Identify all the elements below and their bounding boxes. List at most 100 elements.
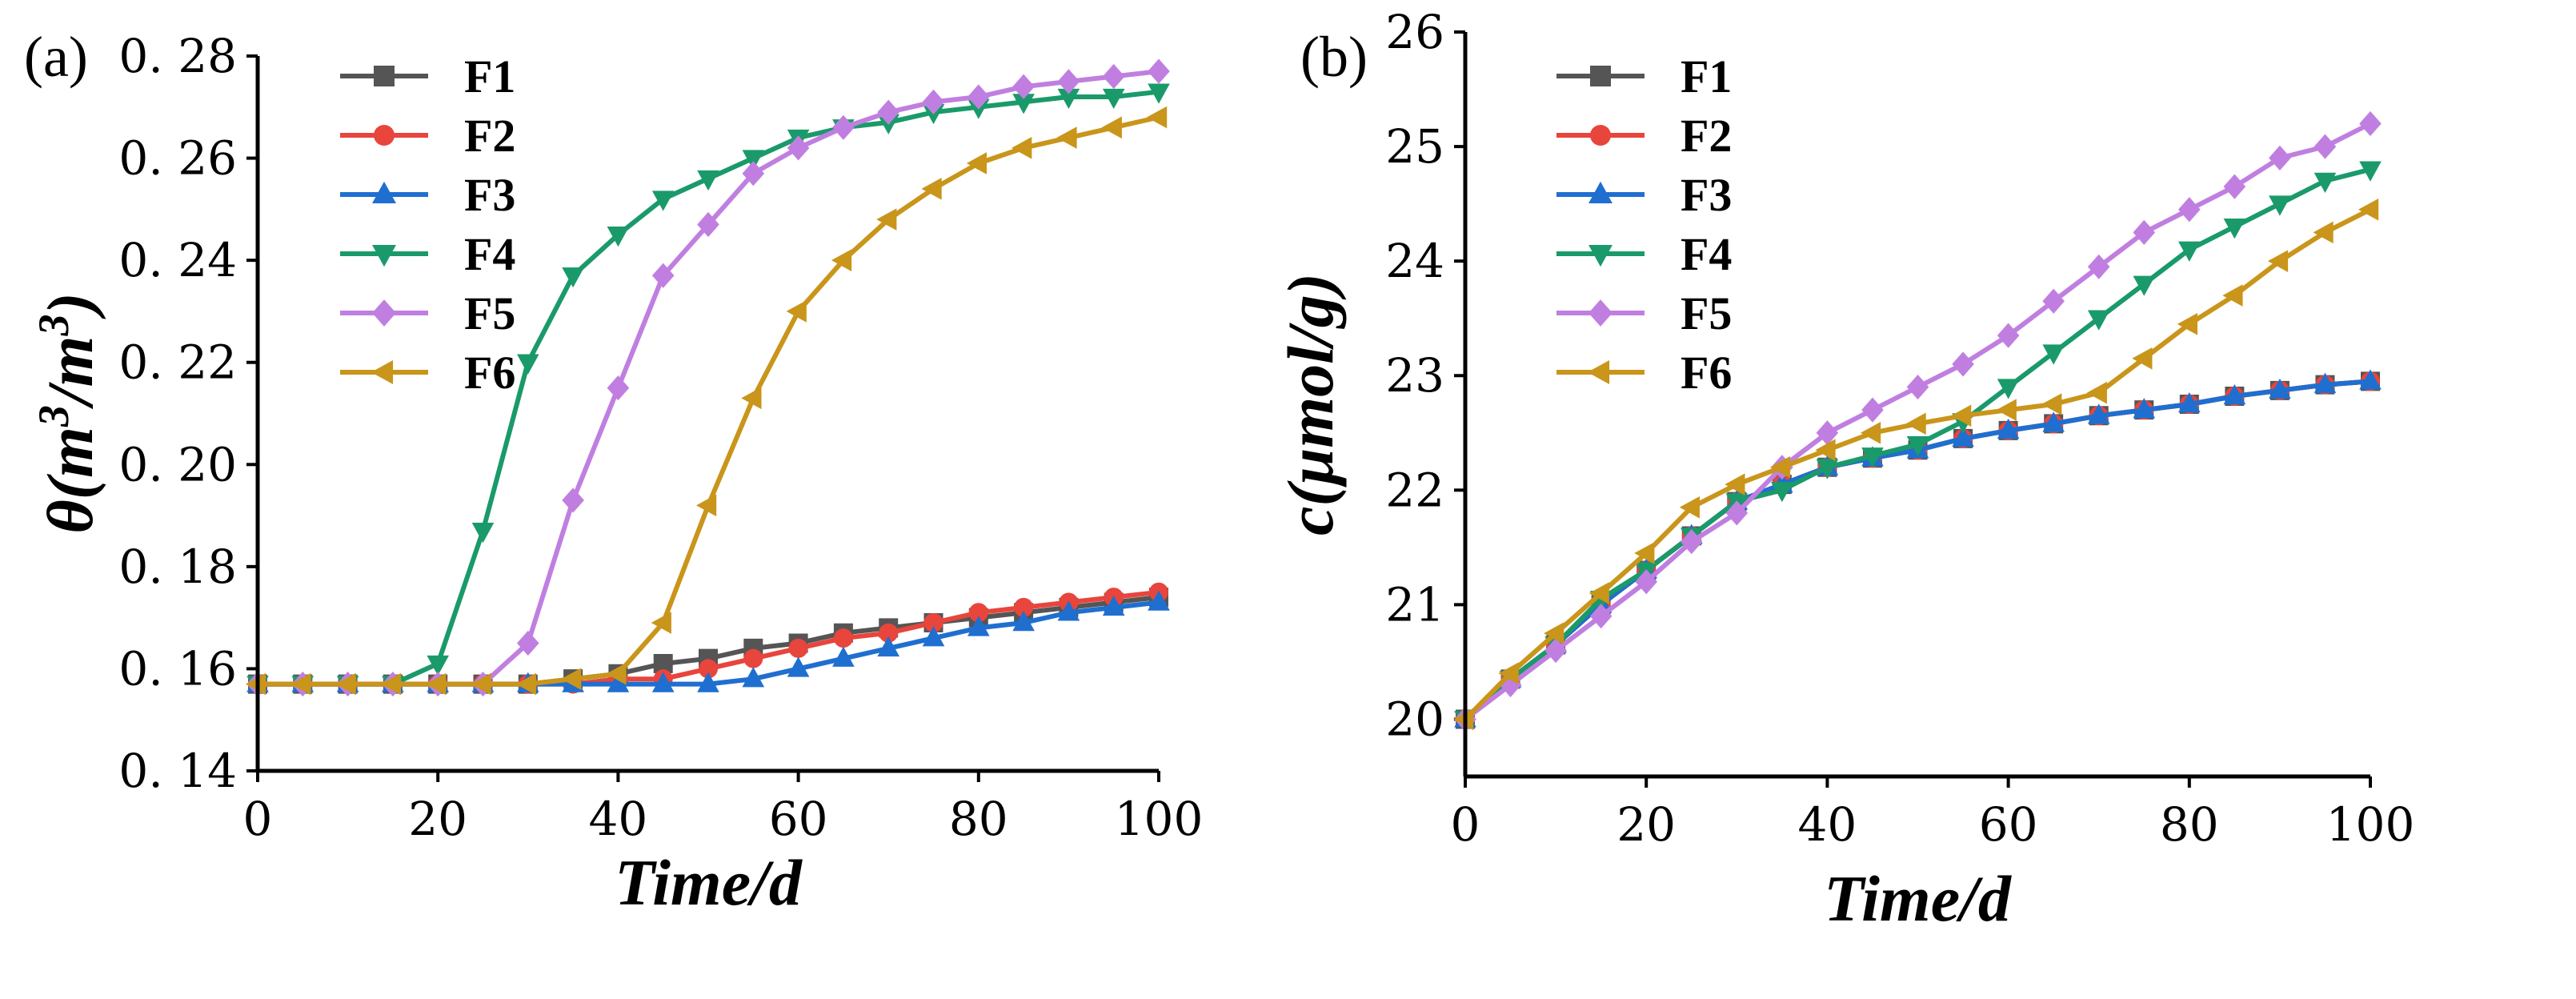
series-f6-point xyxy=(1588,582,1609,604)
series-f3-point xyxy=(697,672,719,692)
legend-label: F1 xyxy=(1681,50,1732,102)
series-f5-point xyxy=(517,630,539,656)
legend-item-f6: F6 xyxy=(1556,347,1732,399)
series-f6-point xyxy=(1498,662,1519,685)
series-f5-point xyxy=(832,114,855,140)
series-f5-point xyxy=(1544,638,1567,664)
panel-a-y-title-base: θ(m xyxy=(34,427,106,534)
legend-item-f2: F2 xyxy=(340,110,515,162)
legend-marker xyxy=(374,66,395,86)
series-f6-point xyxy=(606,663,627,685)
series-f2-point xyxy=(968,603,988,623)
series-f3-point xyxy=(2269,378,2291,399)
series-f5-point xyxy=(2314,134,2337,159)
panel-b-y-tick-label: 26 xyxy=(1385,5,1444,59)
panel-a-x-tick-label: 80 xyxy=(949,792,1008,846)
legend-label: F5 xyxy=(464,287,515,339)
panel-b-y-tick-label: 22 xyxy=(1385,463,1444,517)
legend-marker xyxy=(372,299,396,327)
series-f3-point xyxy=(968,616,990,636)
panel-a-y-tick-label: 0. 16 xyxy=(118,641,237,696)
panel-a-y-tick-label: 0. 18 xyxy=(118,540,237,594)
series-f4-point xyxy=(1057,88,1080,110)
series-f5-point xyxy=(1680,529,1703,555)
series-f4-point xyxy=(1102,88,1125,110)
series-f5-point xyxy=(1057,69,1080,94)
panel-label-a: (a) xyxy=(24,25,88,89)
panel-a-y-title-sup1: 3 xyxy=(30,405,78,427)
series-f4-point xyxy=(2042,344,2065,365)
series-f1-point xyxy=(653,654,673,674)
series-f4-point xyxy=(1861,447,1884,468)
series-f5-point xyxy=(651,263,675,288)
series-f6-point xyxy=(2132,347,2153,370)
series-f3-point xyxy=(2178,392,2201,413)
series-f4-point xyxy=(1148,83,1170,104)
series-f5-point xyxy=(2359,110,2382,137)
panel-a-y-title-mid: /m xyxy=(34,336,106,410)
series-f4-point xyxy=(697,170,719,191)
legend-label: F2 xyxy=(1681,110,1732,162)
series-f5-point xyxy=(1952,351,1974,377)
series-f6 xyxy=(246,106,1168,696)
legend-marker xyxy=(372,181,396,204)
series-f5-point xyxy=(877,99,899,125)
panel-b-y-axis-title: c(μmol/g) xyxy=(1274,273,1347,536)
series-f4-point xyxy=(651,191,675,211)
panel-b-series xyxy=(1453,110,2382,732)
series-f4-point xyxy=(2133,275,2156,296)
series-f6-point xyxy=(1147,106,1168,129)
series-f3-point xyxy=(2133,398,2156,419)
panel-a-x-tick-label: 20 xyxy=(408,792,467,846)
legend-label: F3 xyxy=(1681,169,1732,221)
series-f2-point xyxy=(833,628,853,648)
series-f5-point xyxy=(2223,174,2246,199)
panel-a-y-tick-label: 0. 22 xyxy=(118,335,237,390)
panel-b-x-tick-label: 100 xyxy=(2326,797,2415,852)
series-f3-point xyxy=(2042,411,2065,432)
series-f5-point xyxy=(1589,604,1613,629)
series-f6-point xyxy=(2222,284,2243,307)
series-f3-point xyxy=(1997,418,2020,439)
series-f6-point xyxy=(471,672,491,696)
legend-marker xyxy=(372,244,396,267)
series-f6 xyxy=(1453,198,2379,731)
series-f6-point xyxy=(426,672,447,696)
series-f5-point xyxy=(2178,197,2201,223)
series-f6-point xyxy=(876,208,897,231)
legend-label: F6 xyxy=(1681,347,1732,399)
series-f6-point xyxy=(2358,198,2379,221)
panel-a-x-axis-title: Time/d xyxy=(615,846,803,919)
panel-b-y-tick-label: 21 xyxy=(1385,577,1444,632)
series-f4-point xyxy=(427,655,449,676)
series-f3-point xyxy=(2314,372,2337,393)
series-f5-point xyxy=(1861,397,1884,423)
series-f5-point xyxy=(1906,374,1929,400)
series-f6-point xyxy=(2177,313,2197,335)
legend-marker xyxy=(1588,181,1613,204)
panel-a-x-tick-label: 0 xyxy=(243,792,273,846)
series-f6-point xyxy=(1951,404,1972,427)
chart-panel-a: (a) 0 20 40 60 80 100 0. 14 0. 16 0. 18 0. 20 0. 2… xyxy=(24,25,1203,919)
series-f4-point xyxy=(607,227,630,247)
series-f4-point xyxy=(2178,241,2201,262)
legend-item-f6: F6 xyxy=(340,347,515,399)
panel-a-x-tick-label: 40 xyxy=(588,792,647,846)
legend-label: F4 xyxy=(464,228,515,280)
series-f6-point xyxy=(2041,393,2062,415)
legend-marker xyxy=(1590,66,1611,86)
panel-a-y-tick-label: 0. 24 xyxy=(118,233,237,287)
legend-marker xyxy=(1590,125,1611,146)
series-f1-line xyxy=(1464,379,2371,721)
series-f6-point xyxy=(335,672,356,696)
series-f6-point xyxy=(1769,455,1791,479)
series-f4-point xyxy=(471,523,495,544)
panel-label-b: (b) xyxy=(1300,25,1368,89)
series-f6-point xyxy=(1101,116,1122,139)
series-f5-point xyxy=(1148,58,1170,84)
series-f6-point xyxy=(966,152,987,175)
panel-a-y-axis-title: θ(m3/m3) xyxy=(30,292,106,534)
